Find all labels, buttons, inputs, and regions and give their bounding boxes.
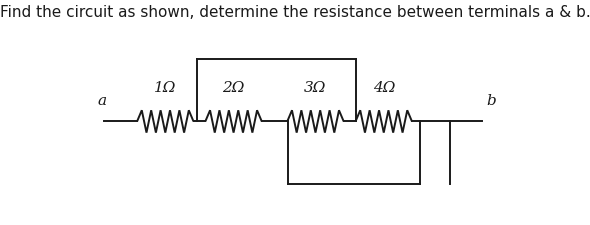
Text: Find the circuit as shown, determine the resistance between terminals a & b.: Find the circuit as shown, determine the… xyxy=(0,5,590,20)
Text: a: a xyxy=(97,94,106,108)
Text: 4Ω: 4Ω xyxy=(372,81,395,94)
Text: b: b xyxy=(486,94,496,108)
Text: 1Ω: 1Ω xyxy=(154,81,176,94)
Text: 3Ω: 3Ω xyxy=(304,81,327,94)
Text: 2Ω: 2Ω xyxy=(222,81,245,94)
